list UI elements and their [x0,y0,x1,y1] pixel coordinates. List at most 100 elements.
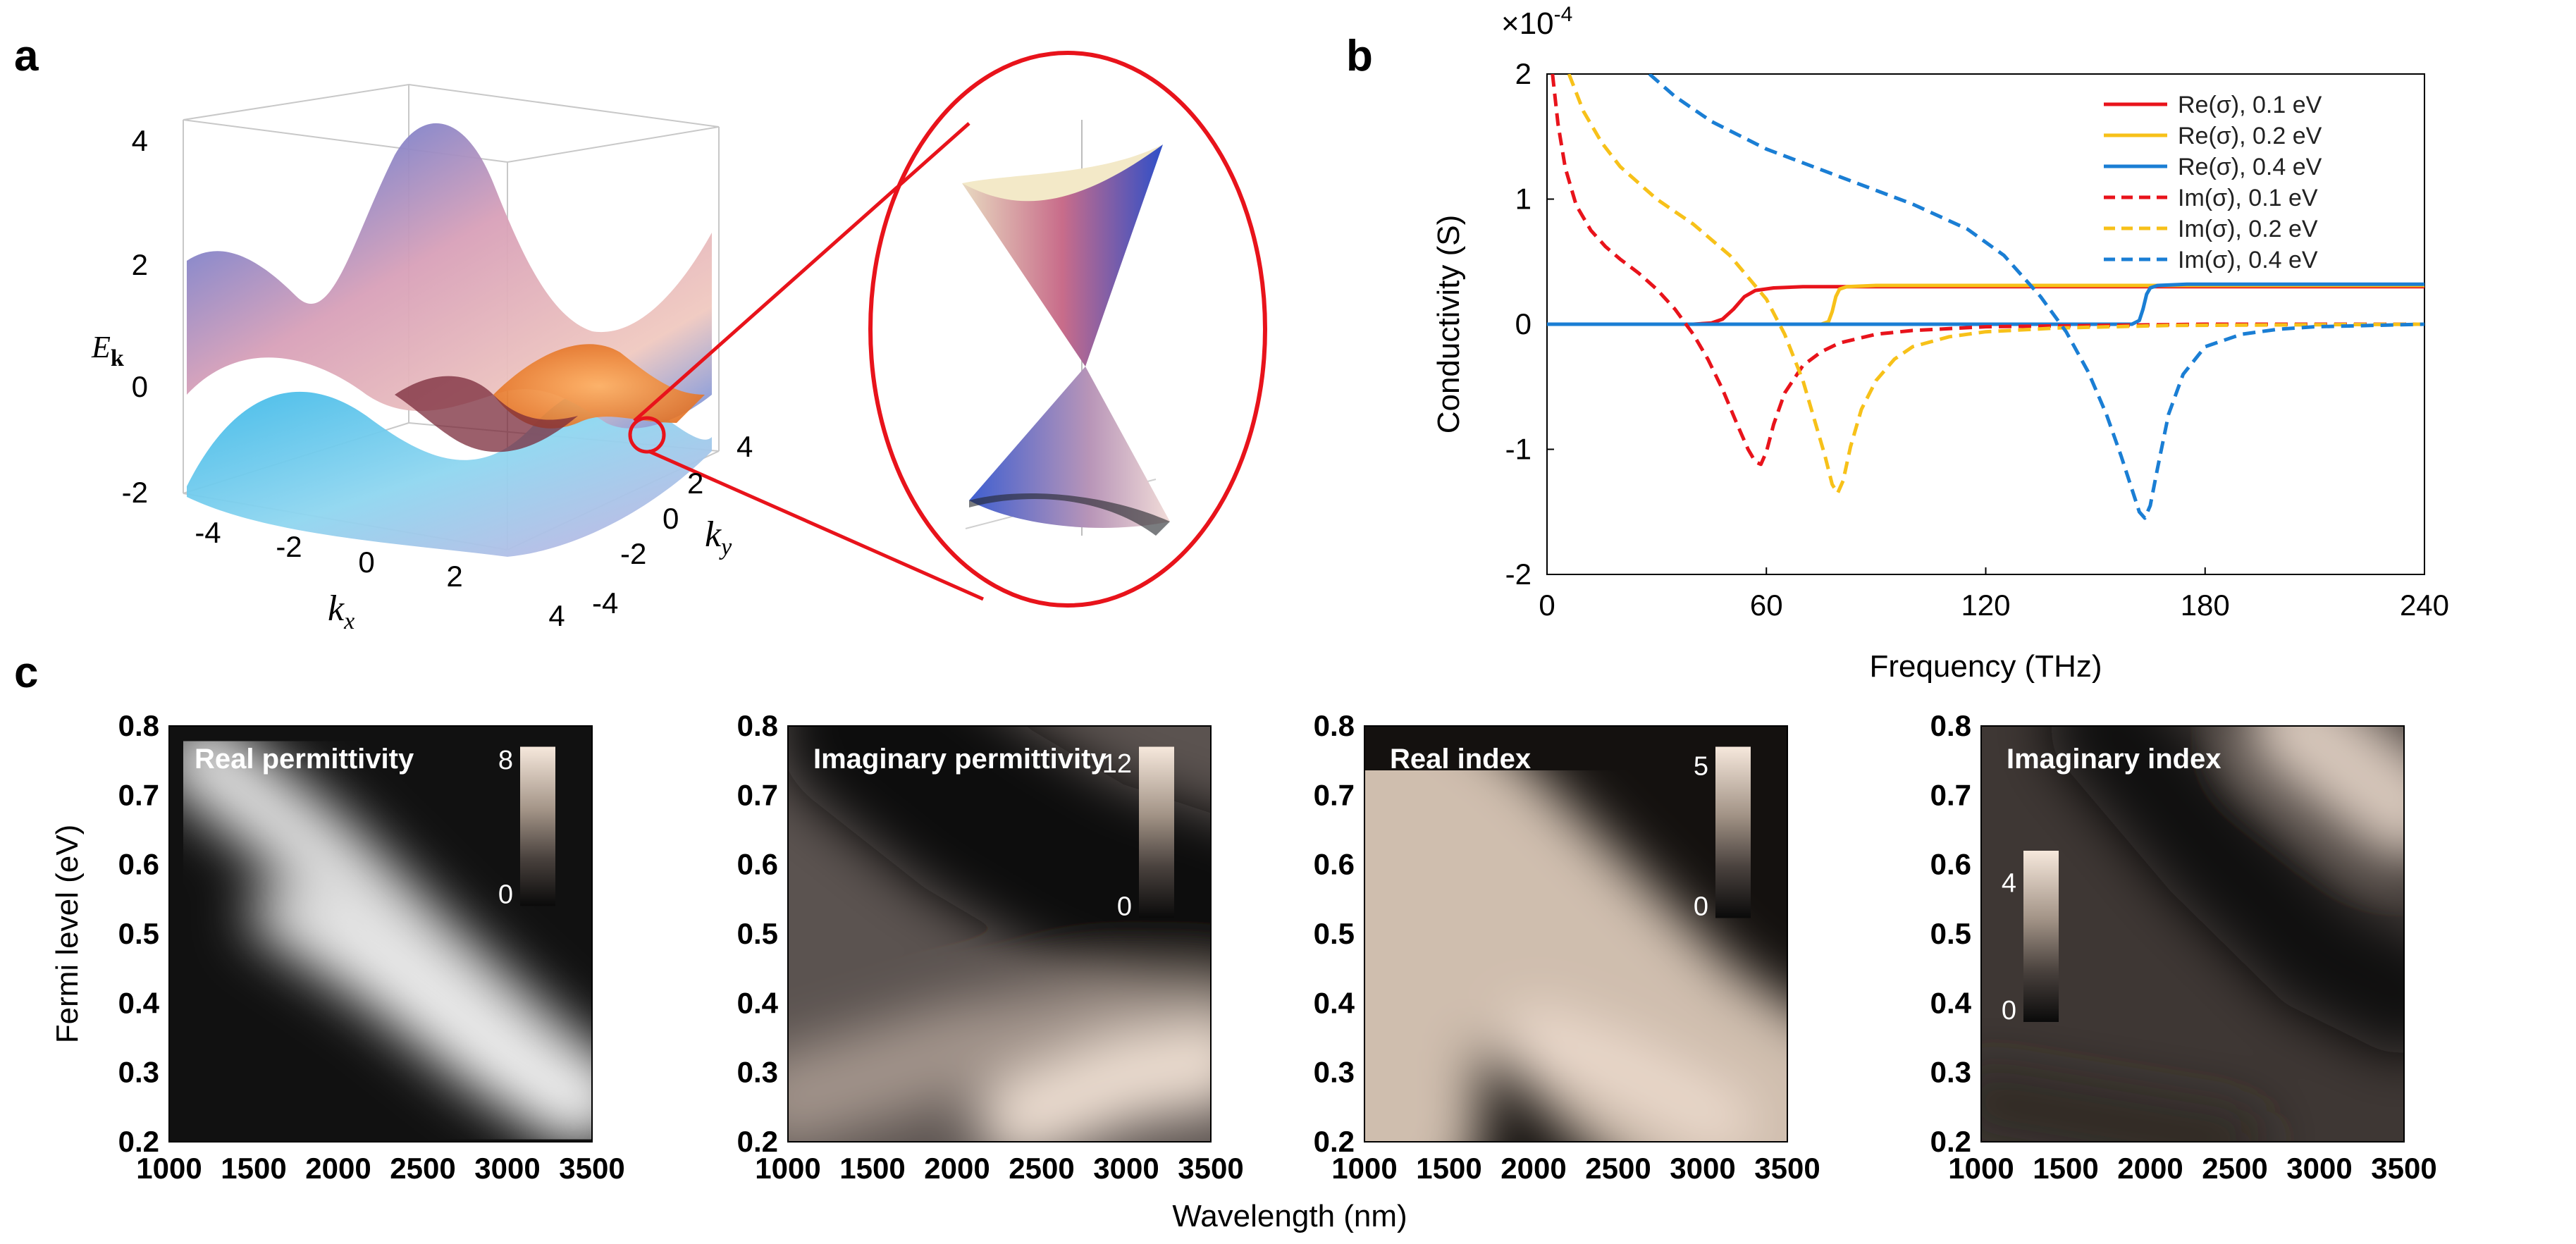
z-tick: 2 [132,248,148,281]
x-tick-label: 3000 [1670,1152,1735,1185]
y-tick-label: 0.5 [1930,917,1971,950]
x-tick-label: 3500 [559,1152,624,1185]
panel-label-c: c [14,648,38,697]
panel-label-b: b [1346,32,1373,80]
kx-tick: -4 [195,516,221,549]
heatmap-region [2049,726,2404,1056]
kx-tick: 2 [446,560,462,593]
heatmap-frame [1364,725,1788,1143]
x-tick-label: 3000 [2286,1152,2352,1185]
heatmap-real-permittivity: Real permittivity 1000 1500 2000 2500 3000 350… [50,709,625,1185]
ky-tick: -4 [592,586,618,620]
heatmap-real-index: Real index 1000 1500 2000 2500 3000 3500 0.2 0.3… [1314,709,1820,1185]
y-tick-label: 0.4 [1930,986,1972,1019]
colorbar-tick: 12 [1102,749,1132,779]
z-tick: -2 [122,476,148,509]
kx-tick: -2 [276,530,302,563]
x-tick-label: 3000 [474,1152,540,1185]
heatmap-frame [168,725,593,1143]
y-tick-label: 0.4 [737,986,779,1019]
x-tick-label: 1500 [839,1152,905,1185]
y-tick-label: 0.8 [1930,709,1971,742]
x-tick-label: 240 [2400,589,2449,622]
x-tick-label: 1500 [1416,1152,1481,1185]
x-tick-label: 1500 [2033,1152,2098,1185]
series-layer [1547,74,2424,520]
colorbar-tick: 0 [1117,892,1132,921]
dirac-point-marker [628,416,666,454]
x-tick-label: 1000 [1331,1152,1397,1185]
y-tick-label: 0.3 [1314,1056,1355,1089]
lower-cone-rim [969,493,1170,536]
series-line-2 [1547,282,2424,326]
band-dark-crossing [395,376,578,452]
y-tick-label: 2 [1515,57,1532,90]
y-tick-label: 0.5 [737,917,778,950]
heatmap-region [1504,1008,1754,1142]
y-tick-label: 0.5 [118,917,159,950]
kx-tick: 0 [358,546,374,579]
y-tick-label: 0.7 [737,778,778,811]
heatmap-region [978,1024,1211,1142]
y-tick-label: 0.2 [1314,1125,1355,1158]
x-tick-label: 60 [1750,589,1783,622]
x-tick-label: 3500 [1754,1152,1820,1185]
colorbar [1715,746,1751,918]
colorbar [2023,851,2059,1022]
heatmap-region [169,726,592,1142]
x-tick-label: 0 [1539,589,1555,622]
ky-tick: 2 [687,467,703,500]
heatmap-field [1981,726,2404,1142]
zoom-line-bottom [647,449,985,601]
y-axis-title: Fermi level (eV) [50,825,85,1044]
legend-entry: Re(σ), 0.4 eV [2178,154,2322,180]
colorbar-tick: 0 [498,880,513,909]
heatmap-frame [787,725,1212,1143]
series-line-5 [1648,74,2424,520]
heatmap-contours [169,726,592,1142]
heatmap-region [249,887,592,1142]
y-tick-label: 0.6 [1314,848,1355,881]
ky-axis: 4 2 0 -2 -4 ky [592,430,753,620]
y-tick-label: 0.3 [118,1056,159,1089]
kx-axis-label: kx [328,589,355,634]
y-tick-label: 0.2 [737,1125,778,1158]
colorbar-tick: 8 [498,746,513,775]
y-tick-label: 0.6 [1930,848,1971,881]
x-tick-label: 120 [1961,589,2010,622]
y-tick-label: 0.7 [118,778,159,811]
series-line-4 [1567,74,2424,495]
heatmap-title: Real index [1390,744,1531,775]
legend-entry: Re(σ), 0.1 eV [2178,92,2322,118]
heatmap-imaginary-index: Imaginary index 1000 1500 2000 2500 3000 3500 0… [1930,709,2437,1185]
series-line-3 [1551,74,2424,467]
legend-entry: Im(σ), 0.1 eV [2178,185,2318,211]
colorbar [1139,746,1174,918]
heatmap-region [2245,726,2404,862]
x-tick-label: 2000 [1500,1152,1566,1185]
ky-tick: 0 [663,502,679,535]
colorbar-tick: 4 [2002,868,2016,898]
x-tick-label: 2500 [2202,1152,2267,1185]
heatmap-region [1981,1069,2267,1142]
lower-band-surface [187,384,712,557]
y-tick-label: -1 [1505,433,1532,466]
legend-entry: Im(σ), 0.2 eV [2178,216,2318,242]
z-axis: Ek 4 2 0 -2 [91,124,148,509]
y-tick-label: 0.4 [1314,986,1355,1019]
ky-axis-label: ky [705,515,732,560]
z-tick: 4 [132,124,148,157]
y-tick-label: 0.3 [1930,1056,1971,1089]
heatmap-contours [1364,726,1787,1142]
legend-entry: Re(σ), 0.2 eV [2178,123,2322,149]
colorbar-tick: 5 [1694,752,1708,782]
legend: Re(σ), 0.1 eV Re(σ), 0.2 eV Re(σ), 0.4 eV I… [2104,92,2322,273]
x-tick-label: 1000 [136,1152,202,1185]
x-tick-label: 2000 [924,1152,990,1185]
x-axis-title: Frequency (THz) [1869,649,2102,684]
x-tick-label: 1000 [755,1152,820,1185]
x-tick-label: 180 [2181,589,2230,622]
x-tick-label: 1500 [221,1152,286,1185]
heatmap-contours [1981,726,2404,1142]
